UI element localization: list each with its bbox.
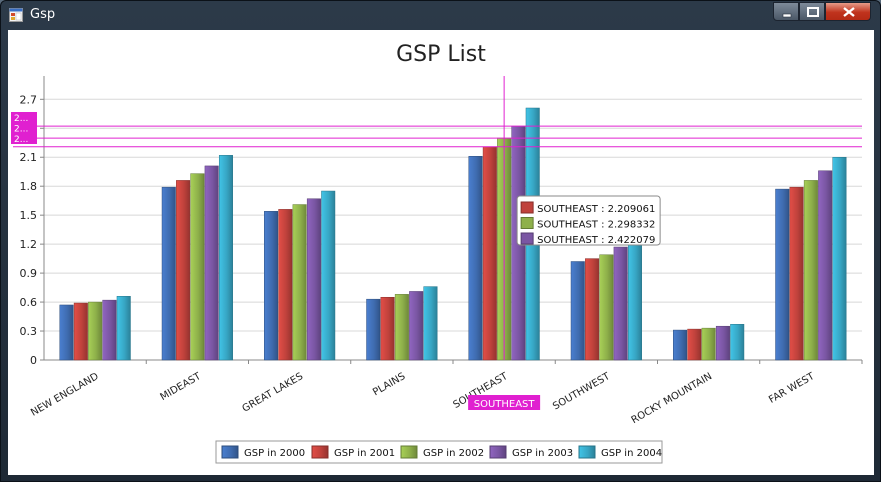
bar[interactable] bbox=[775, 188, 790, 361]
bar[interactable] bbox=[585, 258, 600, 361]
y-tick-label: 0 bbox=[30, 354, 37, 367]
legend-label[interactable]: GSP in 2002 bbox=[423, 448, 484, 459]
bar[interactable] bbox=[701, 327, 716, 361]
bar[interactable] bbox=[102, 299, 117, 361]
x-tick-label: MIDEAST bbox=[158, 371, 203, 403]
legend-swatch[interactable] bbox=[400, 445, 418, 459]
bar[interactable] bbox=[468, 156, 483, 361]
x-tick-label: FAR WEST bbox=[767, 371, 817, 406]
crosshair-y-label: 2... bbox=[14, 114, 28, 124]
crosshair-y-label: 2... bbox=[14, 135, 28, 145]
tooltip-box bbox=[516, 195, 661, 246]
minimize-button[interactable] bbox=[773, 2, 799, 21]
x-tick-label: ROCKY MOUNTAIN bbox=[630, 371, 714, 426]
y-tick-label: 2.7 bbox=[20, 93, 38, 106]
bar[interactable] bbox=[409, 291, 424, 361]
bar[interactable] bbox=[264, 211, 279, 361]
legend-swatch[interactable] bbox=[311, 445, 329, 459]
x-tick-label: NEW ENGLAND bbox=[29, 371, 101, 419]
bar[interactable] bbox=[803, 180, 818, 361]
bar[interactable] bbox=[687, 328, 702, 361]
bar[interactable] bbox=[321, 190, 336, 361]
bar[interactable] bbox=[366, 298, 381, 361]
bar[interactable] bbox=[423, 286, 438, 361]
legend-label[interactable]: GSP in 2003 bbox=[512, 448, 573, 459]
crosshair-y-badge bbox=[11, 122, 37, 134]
y-tick-label: 2.1 bbox=[20, 151, 38, 164]
minimize-icon bbox=[782, 13, 792, 18]
y-tick-label: 1.2 bbox=[20, 238, 38, 251]
x-tick-label: GREAT LAKES bbox=[241, 371, 306, 415]
bar[interactable] bbox=[599, 254, 614, 361]
bar[interactable] bbox=[278, 209, 293, 361]
tooltip-line: SOUTHEAST : 2.298332 bbox=[537, 220, 655, 231]
chart-area: GSP List00.30.60.91.21.51.82.12.42.7NEW … bbox=[8, 30, 874, 475]
legend-label[interactable]: GSP in 2001 bbox=[334, 448, 395, 459]
bar[interactable] bbox=[88, 301, 103, 361]
bar[interactable] bbox=[306, 198, 321, 361]
close-icon bbox=[843, 7, 855, 17]
bar[interactable] bbox=[394, 294, 409, 361]
bar[interactable] bbox=[59, 304, 74, 361]
x-tick-label: SOUTHWEST bbox=[551, 371, 613, 413]
crosshair-y-badge bbox=[11, 133, 37, 144]
crosshair-y-label: 2... bbox=[14, 125, 28, 135]
bar[interactable] bbox=[613, 246, 628, 361]
bar[interactable] bbox=[218, 155, 233, 361]
y-tick-label: 0.6 bbox=[20, 296, 38, 309]
app-icon bbox=[9, 8, 23, 22]
tooltip-swatch bbox=[520, 217, 534, 229]
y-tick-label: 0.3 bbox=[20, 325, 38, 338]
legend-swatch[interactable] bbox=[221, 445, 239, 459]
y-tick-label: 1.8 bbox=[20, 180, 38, 193]
bar[interactable] bbox=[715, 325, 730, 361]
legend-swatch[interactable] bbox=[578, 445, 596, 459]
y-tick-label: 0.9 bbox=[20, 267, 38, 280]
chart-title: GSP List bbox=[396, 42, 486, 67]
gsp-chart: GSP List00.30.60.91.21.51.82.12.42.7NEW … bbox=[11, 42, 863, 464]
bar[interactable] bbox=[73, 302, 88, 361]
window-title: Gsp bbox=[30, 7, 56, 22]
bar[interactable] bbox=[832, 156, 847, 361]
maximize-icon bbox=[807, 7, 819, 17]
bar[interactable] bbox=[161, 186, 176, 361]
bar[interactable] bbox=[482, 146, 497, 361]
legend-swatch[interactable] bbox=[489, 445, 507, 459]
maximize-button[interactable] bbox=[799, 2, 825, 21]
bar[interactable] bbox=[818, 170, 833, 361]
y-tick-label: 1.5 bbox=[20, 209, 38, 222]
tooltip-swatch bbox=[520, 201, 534, 214]
x-tick-label: PLAINS bbox=[371, 371, 407, 398]
crosshair-x-label: SOUTHEAST bbox=[474, 399, 536, 410]
tooltip-swatch bbox=[520, 232, 534, 245]
tooltip-line: SOUTHEAST : 2.209061 bbox=[537, 204, 655, 215]
legend-label[interactable]: GSP in 2000 bbox=[244, 448, 305, 459]
bar[interactable] bbox=[627, 241, 642, 361]
crosshair-y-badge bbox=[11, 112, 37, 123]
bar[interactable] bbox=[116, 296, 131, 361]
bar[interactable] bbox=[380, 296, 395, 361]
bar[interactable] bbox=[570, 261, 585, 361]
crosshair-x-badge bbox=[468, 395, 541, 410]
tooltip-line: SOUTHEAST : 2.422079 bbox=[537, 235, 655, 246]
close-button[interactable] bbox=[825, 2, 871, 21]
bar[interactable] bbox=[730, 324, 745, 361]
bar[interactable] bbox=[789, 186, 804, 361]
bar[interactable] bbox=[292, 204, 307, 361]
bar[interactable] bbox=[190, 173, 205, 361]
title-bar[interactable]: Gsp bbox=[1, 1, 880, 29]
bar[interactable] bbox=[176, 180, 191, 361]
legend-label[interactable]: GSP in 2004 bbox=[601, 448, 662, 459]
bar[interactable] bbox=[673, 329, 688, 361]
bar[interactable] bbox=[204, 165, 219, 361]
